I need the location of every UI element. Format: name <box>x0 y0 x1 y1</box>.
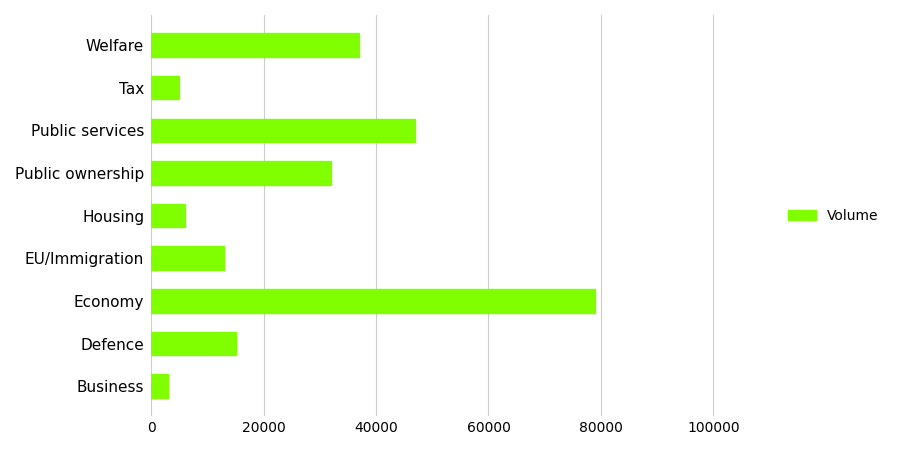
Bar <box>151 76 179 99</box>
Bar <box>151 374 168 398</box>
Bar <box>151 332 236 355</box>
Bar <box>151 33 359 57</box>
Bar <box>151 161 331 184</box>
Bar <box>151 289 595 313</box>
Bar <box>151 118 416 142</box>
Bar <box>151 204 184 227</box>
Legend: Volume: Volume <box>783 203 884 228</box>
Bar <box>151 247 224 270</box>
